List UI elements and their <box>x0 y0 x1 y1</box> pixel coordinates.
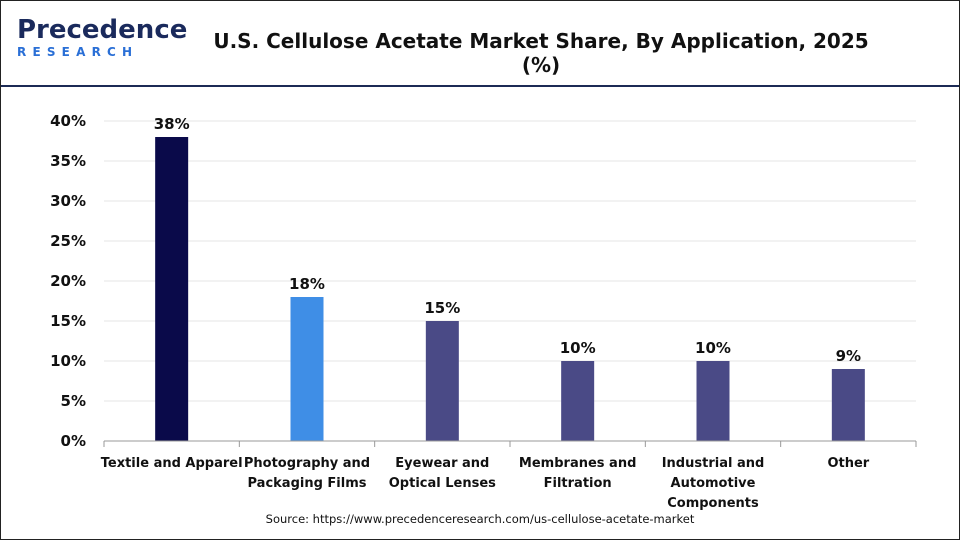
company-logo: Precedence RESEARCH <box>17 15 188 65</box>
y-axis: 0% 5% 10% 15% 20% 25% 30% 35% 40% <box>50 112 86 450</box>
logo-wordmark: Precedence <box>17 15 188 45</box>
y-tick-label: 5% <box>61 392 86 410</box>
data-label: 10% <box>695 339 731 357</box>
data-label: 15% <box>424 299 460 317</box>
y-tick-label: 35% <box>50 152 86 170</box>
x-axis: Textile and Apparel Photography and Packag… <box>101 440 917 511</box>
data-label: 9% <box>836 347 861 365</box>
bar <box>696 361 730 441</box>
x-tick-label: Industrial and <box>662 456 765 471</box>
bars: 38% 18% 15% 10% 10% 9% <box>154 115 865 441</box>
gridlines <box>104 120 916 402</box>
data-label: 18% <box>289 275 325 293</box>
x-tick-label: Optical Lenses <box>389 476 496 491</box>
bar <box>290 297 324 441</box>
bar <box>831 369 865 441</box>
y-tick-label: 25% <box>50 232 86 250</box>
bar <box>425 321 459 441</box>
chart-title: U.S. Cellulose Acetate Market Share, By … <box>213 29 869 77</box>
logo-subtitle: RESEARCH <box>17 45 139 59</box>
y-tick-label: 40% <box>50 112 86 130</box>
y-tick-label: 15% <box>50 312 86 330</box>
x-tick-label: Photography and <box>244 456 370 471</box>
x-tick-label: Textile and Apparel <box>101 456 243 471</box>
source-note: Source: https://www.precedenceresearch.c… <box>265 512 695 526</box>
y-tick-label: 0% <box>61 432 86 450</box>
x-tick-label: Other <box>827 456 869 471</box>
bar-chart: 0% 5% 10% 15% 20% 25% 30% 35% 40% 38% 18% 15% 10% 10… <box>50 112 917 511</box>
x-tick-label: Filtration <box>544 476 612 491</box>
x-tick-label: Packaging Films <box>248 476 367 491</box>
y-tick-label: 30% <box>50 192 86 210</box>
x-tick-label: Components <box>667 496 759 511</box>
x-tick-label: Membranes and <box>519 456 636 471</box>
data-label: 10% <box>560 339 596 357</box>
data-label: 38% <box>154 115 190 133</box>
chart-header: Precedence RESEARCH U.S. Cellulose Aceta… <box>1 1 959 87</box>
x-tick-label: Automotive <box>671 476 756 491</box>
y-tick-label: 10% <box>50 352 86 370</box>
x-tick-label: Eyewear and <box>395 456 489 471</box>
bar <box>155 137 189 441</box>
bar <box>561 361 595 441</box>
y-tick-label: 20% <box>50 272 86 290</box>
